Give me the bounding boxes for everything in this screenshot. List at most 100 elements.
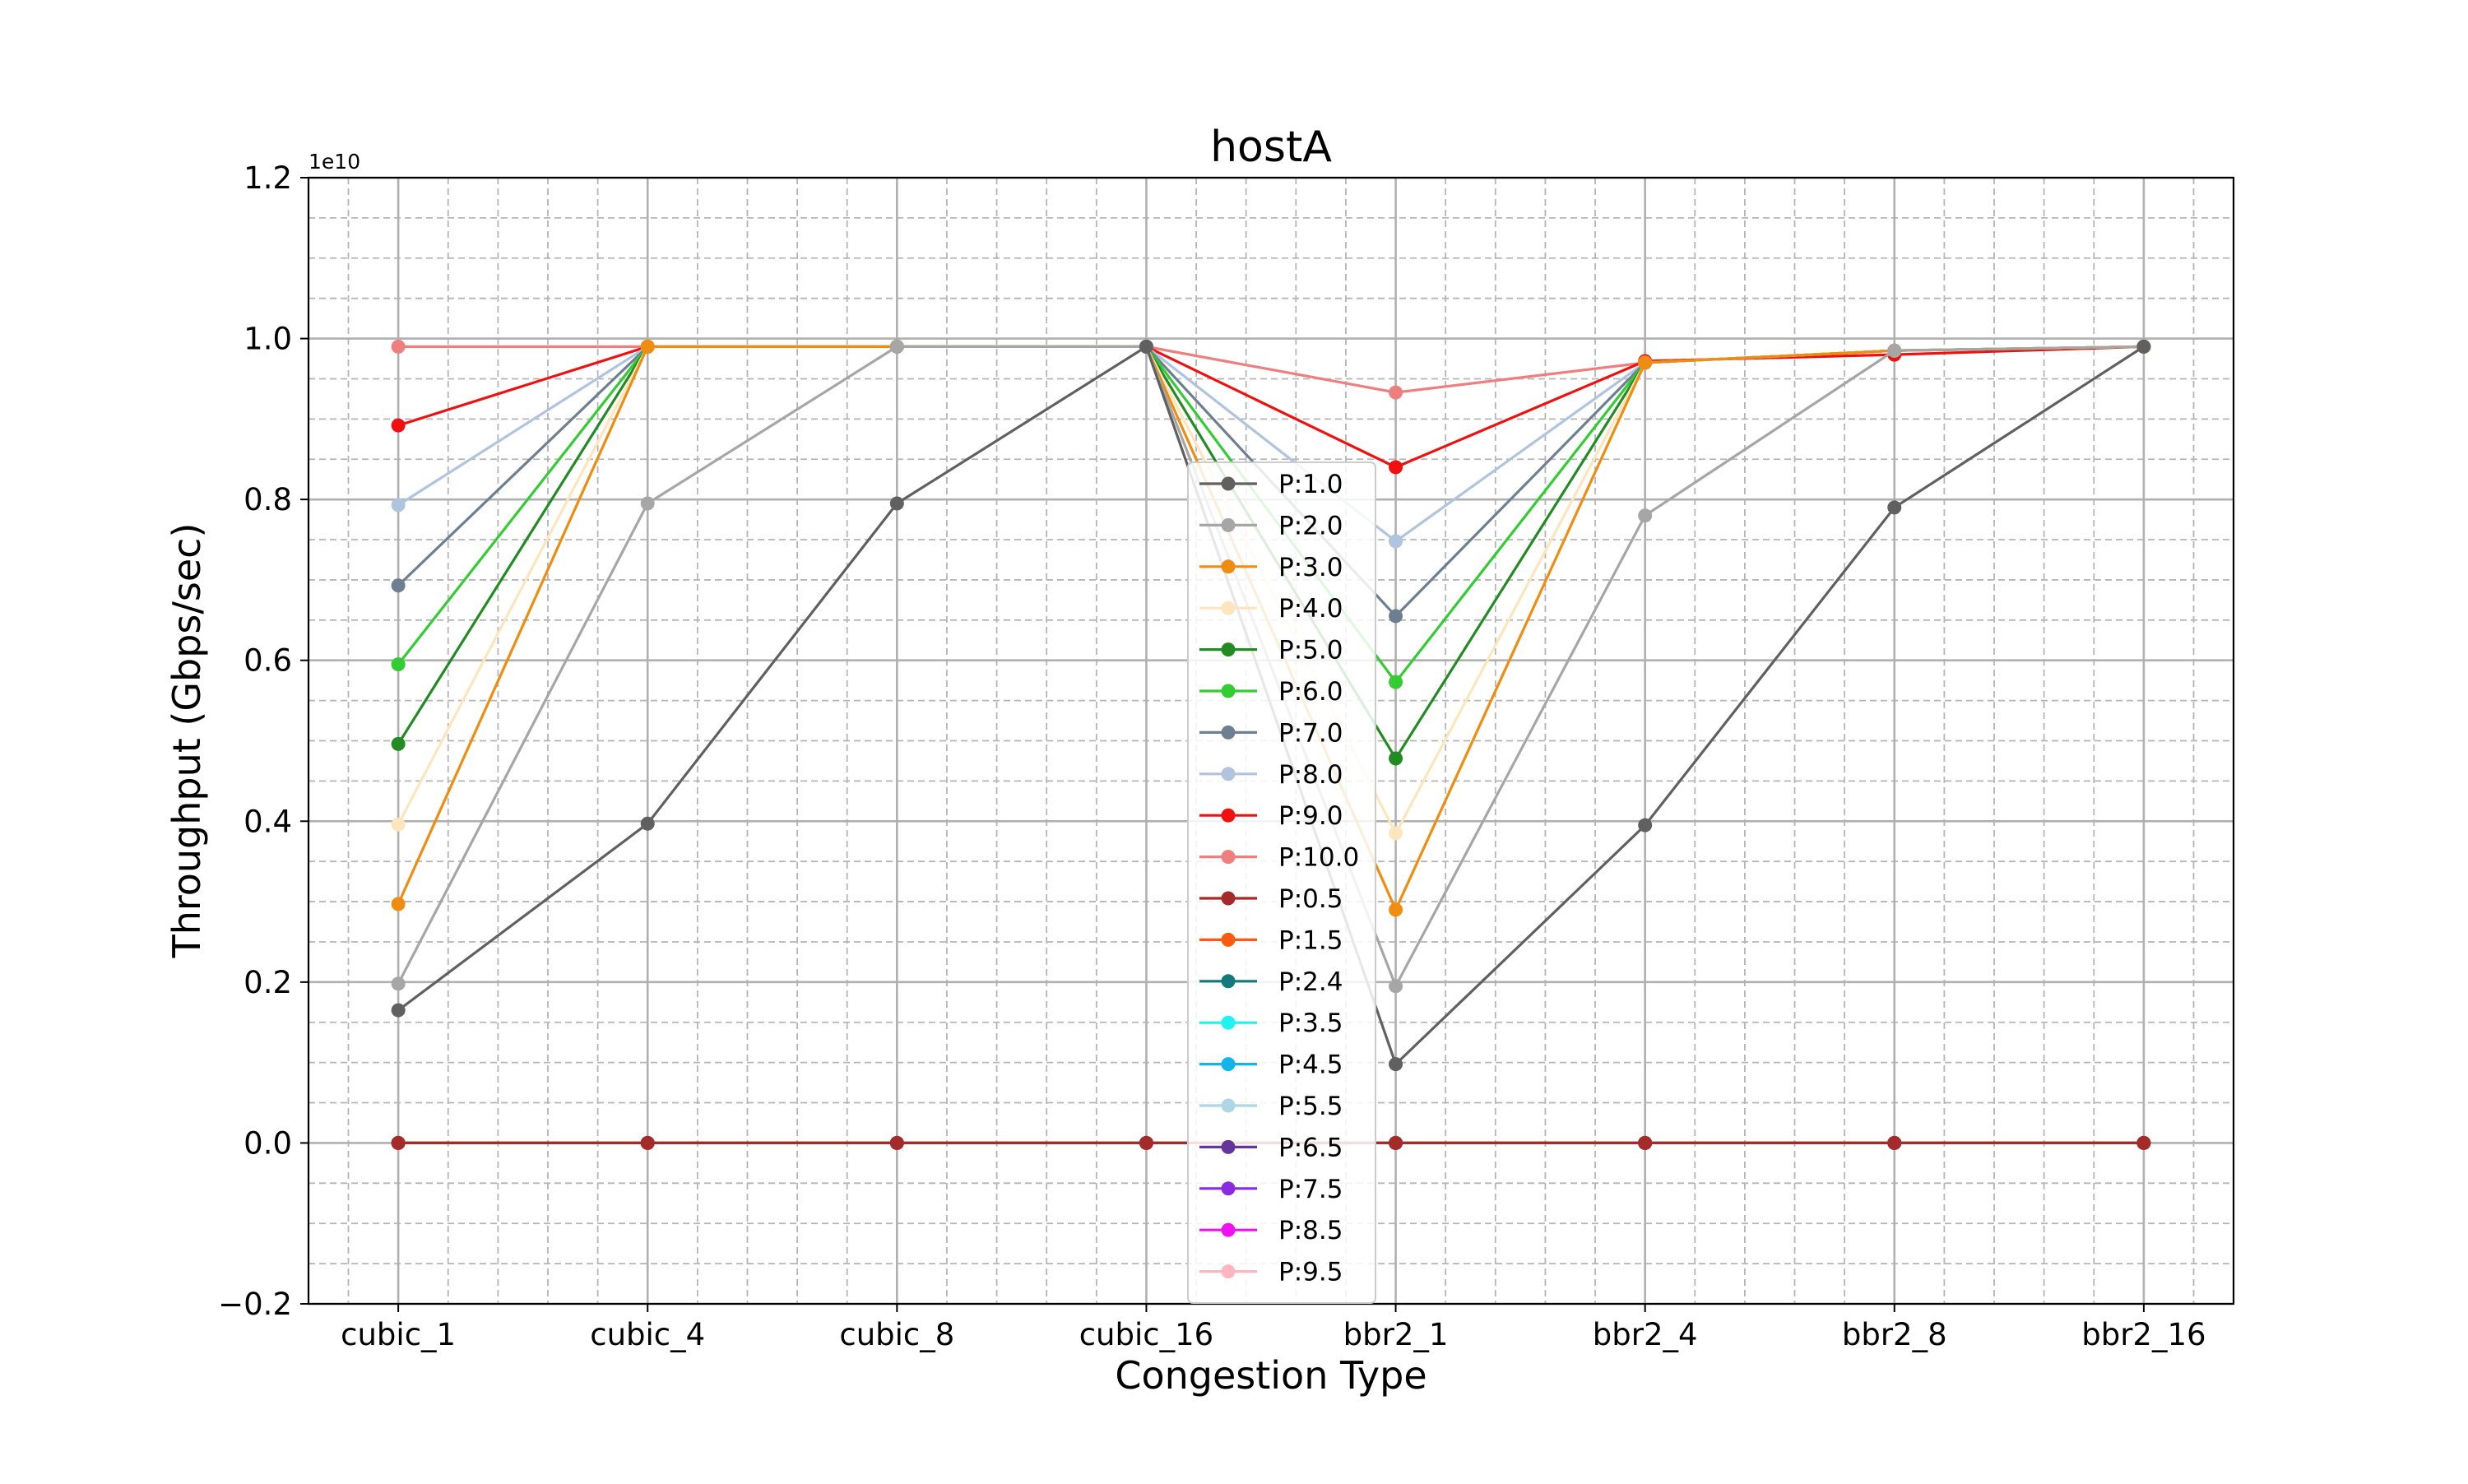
legend-label: P:4.5 [1278, 1050, 1343, 1080]
data-point [1389, 979, 1403, 994]
data-point [391, 578, 406, 593]
legend-marker [1221, 1264, 1236, 1279]
data-point [1389, 902, 1403, 917]
data-point [2136, 1135, 2151, 1150]
data-point [391, 418, 406, 433]
y-tick-label: 0.6 [244, 643, 292, 679]
data-point [889, 1135, 904, 1150]
data-point [1389, 751, 1403, 766]
legend-item: P:7.0 [1199, 718, 1343, 748]
data-point [889, 496, 904, 511]
data-point [1389, 675, 1403, 689]
legend-marker [1221, 891, 1236, 906]
data-point [1638, 355, 1653, 370]
legend-label: P:4.0 [1278, 594, 1343, 624]
legend-label: P:2.4 [1278, 967, 1343, 997]
legend-marker [1221, 684, 1236, 698]
legend-label: P:5.0 [1278, 636, 1343, 665]
legend-item: P:4.5 [1199, 1050, 1343, 1080]
data-point [2136, 339, 2151, 354]
data-point [1139, 339, 1153, 354]
data-point [391, 897, 406, 911]
data-point [1389, 385, 1403, 400]
legend-item: P:6.5 [1199, 1133, 1343, 1162]
legend-marker [1221, 1222, 1236, 1237]
y-tick-label: 1.2 [244, 160, 292, 196]
legend-item: P:2.0 [1199, 511, 1343, 540]
data-point [1638, 1135, 1653, 1150]
data-point [391, 657, 406, 672]
data-point [1139, 1135, 1153, 1150]
data-point [1389, 609, 1403, 624]
y-axis-label: Throughput (Gbps/sec) [165, 523, 209, 959]
legend-item: P:1.5 [1199, 925, 1343, 955]
legend-label: P:7.0 [1278, 718, 1343, 748]
data-point [391, 339, 406, 354]
legend-label: P:9.5 [1278, 1258, 1343, 1287]
data-point [391, 1003, 406, 1018]
data-point [391, 976, 406, 991]
legend-label: P:3.5 [1278, 1009, 1343, 1038]
data-point [391, 498, 406, 512]
legend-item: P:3.0 [1199, 553, 1343, 582]
legend-label: P:6.5 [1278, 1133, 1343, 1162]
legend-box [1187, 461, 1376, 1304]
legend-marker [1221, 1181, 1236, 1196]
legend-label: P:3.0 [1278, 553, 1343, 582]
x-tick-label: bbr2_4 [1593, 1317, 1698, 1352]
y-tick-label: 0.8 [244, 482, 292, 517]
y-axis-offset-text: 1e10 [308, 150, 360, 174]
legend-item: P:10.0 [1199, 843, 1359, 873]
x-tick-label: bbr2_8 [1842, 1317, 1947, 1352]
legend-marker [1221, 642, 1236, 657]
x-tick-label: bbr2_1 [1343, 1317, 1449, 1352]
legend-marker [1221, 767, 1236, 781]
axis-ticks: cubic_1 cubic_4 cubic_8 cubic_16 bbr2_1 bbr2_… [218, 160, 2206, 1352]
data-point [889, 339, 904, 354]
data-point [1389, 1135, 1403, 1150]
legend-label: P:5.5 [1278, 1092, 1343, 1121]
legend-item: P:6.0 [1199, 677, 1343, 707]
legend-marker [1221, 1015, 1236, 1030]
legend-item: P:7.5 [1199, 1175, 1343, 1204]
y-tick-label: 0.2 [244, 965, 292, 1000]
legend-item: P:9.5 [1199, 1258, 1343, 1287]
data-point [640, 339, 655, 354]
legend-marker [1221, 850, 1236, 865]
legend-item: P:8.5 [1199, 1216, 1343, 1245]
data-point [1638, 508, 1653, 523]
data-point [391, 817, 406, 832]
data-point [1638, 818, 1653, 832]
legend-marker [1221, 517, 1236, 532]
legend-item: P:4.0 [1199, 594, 1343, 624]
y-tick-label: 0.0 [244, 1125, 292, 1161]
legend-item: P:0.5 [1199, 884, 1343, 914]
legend-marker [1221, 559, 1236, 574]
legend-marker [1221, 601, 1236, 615]
legend-label: P:10.0 [1278, 843, 1359, 873]
x-tick-label: cubic_8 [839, 1317, 954, 1352]
x-tick-label: cubic_16 [1079, 1317, 1213, 1352]
legend-marker [1221, 725, 1236, 740]
data-point [640, 816, 655, 831]
legend-item: P:1.0 [1199, 470, 1343, 499]
legend-item: P:5.0 [1199, 636, 1343, 665]
y-tick-label: −0.2 [218, 1287, 292, 1322]
legend-marker [1221, 1098, 1236, 1113]
legend-item: P:3.5 [1199, 1009, 1343, 1038]
legend-label: P:9.0 [1278, 801, 1343, 831]
legend-label: P:1.5 [1278, 925, 1343, 955]
legend-label: P:1.0 [1278, 470, 1343, 499]
legend: P:1.0 P:2.0 P:3.0 P:4.0 P:5.0 P:6.0 P:7.0 P:8.0… [1187, 461, 1376, 1304]
legend-marker [1221, 974, 1236, 989]
chart-title: hostA [1210, 123, 1332, 172]
legend-label: P:7.5 [1278, 1175, 1343, 1204]
legend-marker [1221, 932, 1236, 947]
x-axis-label: Congestion Type [1115, 1353, 1427, 1398]
y-tick-label: 0.4 [244, 804, 292, 839]
legend-item: P:8.0 [1199, 760, 1343, 790]
x-tick-label: cubic_4 [590, 1317, 705, 1352]
data-point [1389, 534, 1403, 549]
